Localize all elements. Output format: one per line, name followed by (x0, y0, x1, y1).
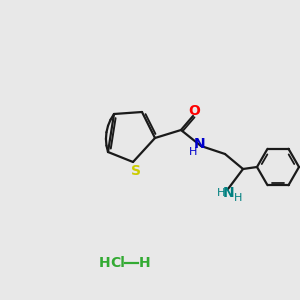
Text: N: N (194, 137, 206, 151)
Text: Cl: Cl (111, 256, 125, 270)
Text: H: H (234, 193, 242, 203)
Text: O: O (188, 104, 200, 118)
Text: H: H (189, 147, 197, 157)
Text: N: N (223, 186, 235, 200)
Text: S: S (131, 164, 141, 178)
Text: H: H (217, 188, 225, 198)
Text: H: H (139, 256, 151, 270)
Text: H: H (99, 256, 111, 270)
